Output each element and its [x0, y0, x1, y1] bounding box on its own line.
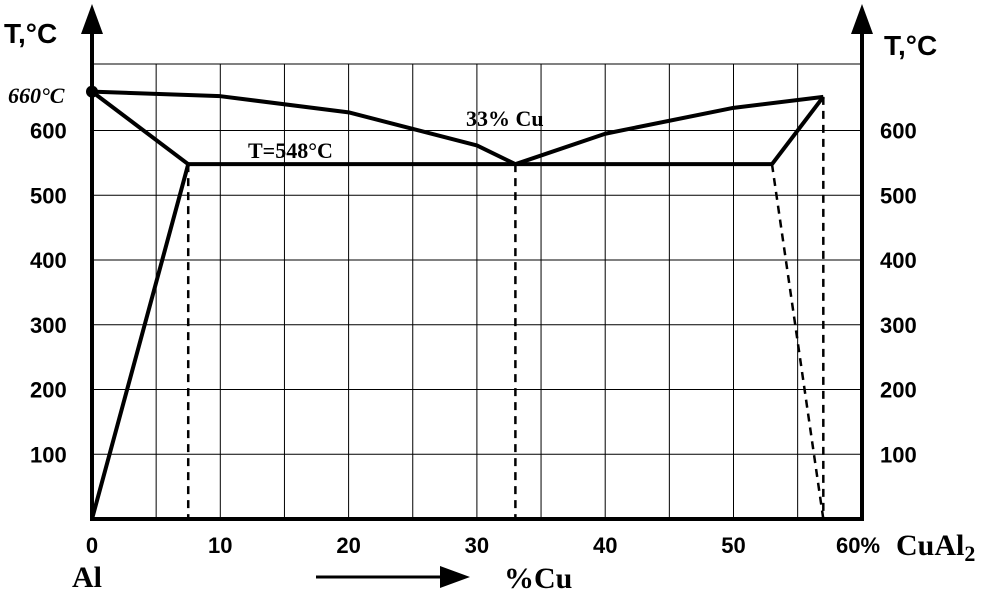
- phase-curves: [86, 85, 825, 520]
- bottom-arrow-icon: [440, 566, 470, 588]
- eutectic-comp-label: 33% Cu: [466, 106, 544, 131]
- y-tick-label-left: 500: [30, 183, 67, 208]
- melting-point-label: 660°C: [8, 83, 65, 108]
- solvus-left-line: [90, 163, 191, 520]
- al-label: Al: [72, 561, 102, 594]
- right-axis-title: T,°C: [884, 30, 937, 61]
- melting-point-marker: [86, 85, 98, 98]
- x-tick-label: 30: [465, 533, 489, 558]
- right-end-x-label: 60%: [836, 533, 880, 558]
- y-tick-label-right: 400: [880, 248, 917, 273]
- y-tick-label-right: 600: [880, 119, 917, 144]
- y-tick-label-right: 300: [880, 313, 917, 338]
- y-tick-label-right: 100: [880, 442, 917, 467]
- x-tick-label: 10: [208, 533, 232, 558]
- cual2-subscript: 2: [964, 541, 975, 566]
- eutectic-temp-label: T=548°C: [248, 138, 333, 163]
- y-tick-label-left: 400: [30, 248, 67, 273]
- left-axis-title: T,°C: [4, 18, 57, 49]
- x-tick-label: 0: [86, 533, 98, 558]
- cual2-main: CuAl: [896, 529, 964, 562]
- y-tick-label-right: 500: [880, 183, 917, 208]
- solidus-left-line: [90, 90, 190, 166]
- liquidus-right-curve: [514, 94, 824, 167]
- dashed-solvus-right-line: [770, 163, 825, 520]
- left-axis-arrow-icon: [81, 4, 103, 34]
- y-tick-label-left: 200: [30, 378, 67, 403]
- y-tick-label-left: 100: [30, 442, 67, 467]
- right-axis-arrow-icon: [851, 4, 873, 34]
- grid-lines: [92, 63, 862, 519]
- liquidus-left-curve: [91, 89, 517, 166]
- y-tick-label-left: 300: [30, 313, 67, 338]
- y-tick-label-left: 600: [30, 119, 67, 144]
- x-tick-label: 50: [721, 533, 745, 558]
- percent-cu-label: %Cu: [504, 562, 572, 595]
- cual2-label: CuAl2: [896, 529, 975, 566]
- solidus-right-line: [770, 95, 825, 166]
- x-tick-label: 20: [336, 533, 360, 558]
- x-tick-label: 40: [593, 533, 617, 558]
- tick-labels: 100 100 200 200 300 300 400 400 500 500 600 600 0 10 2…: [30, 119, 917, 559]
- y-tick-label-right: 200: [880, 378, 917, 403]
